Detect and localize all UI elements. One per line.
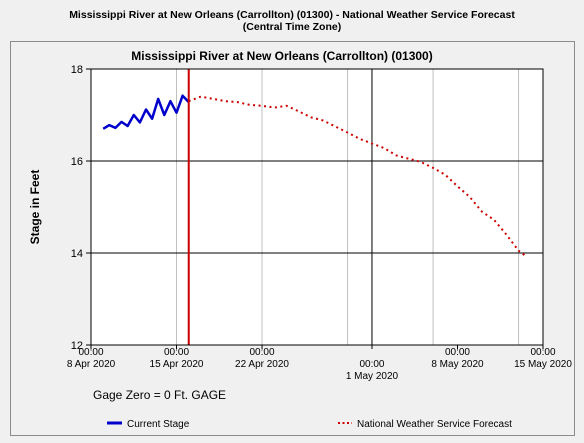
plot-area: [91, 69, 543, 345]
x-tick-time: 00:00: [164, 347, 189, 358]
legend-current-stage-label: Current Stage: [127, 419, 190, 430]
x-tick-label: 1 May 2020: [346, 371, 399, 382]
x-tick-time: 00:00: [530, 347, 555, 358]
y-tick-label: 14: [71, 248, 83, 260]
grid-lines: [91, 69, 543, 345]
current-stage-line: [102, 94, 190, 130]
hydrograph-chart: Mississippi River at New Orleans (Carrol…: [28, 49, 572, 430]
x-tick-label: 8 Apr 2020: [67, 359, 116, 370]
y-tick-label: 16: [71, 156, 83, 168]
page-title: Mississippi River at New Orleans (Carrol…: [69, 9, 515, 21]
series-layer: [102, 69, 526, 345]
y-tick-label: 12: [71, 340, 83, 352]
chart-frame: Mississippi River at New Orleans (Carrol…: [10, 41, 575, 436]
x-tick-label: 22 Apr 2020: [235, 359, 289, 370]
gage-zero-note: Gage Zero = 0 Ft. GAGE: [93, 388, 226, 402]
legend: Current Stage National Weather Service F…: [107, 419, 512, 430]
x-tick-label: 8 May 2020: [431, 359, 484, 370]
x-tick-time: 00:00: [78, 347, 103, 358]
x-tick-label: 15 Apr 2020: [150, 359, 204, 370]
y-axis-ticks: 12 14 16 18: [71, 64, 91, 352]
y-tick-label: 18: [71, 64, 83, 76]
plot-border: [90, 68, 544, 346]
x-tick-label: 15 May 2020: [514, 359, 572, 370]
x-tick-time: 00:00: [445, 347, 470, 358]
x-tick-time: 00:00: [250, 347, 275, 358]
page-subtitle: (Central Time Zone): [242, 21, 342, 33]
legend-forecast-label: National Weather Service Forecast: [357, 419, 512, 430]
x-tick-time: 00:00: [359, 359, 384, 370]
chart-title: Mississippi River at New Orleans (Carrol…: [131, 49, 432, 63]
y-axis-label: Stage in Feet: [28, 170, 42, 245]
